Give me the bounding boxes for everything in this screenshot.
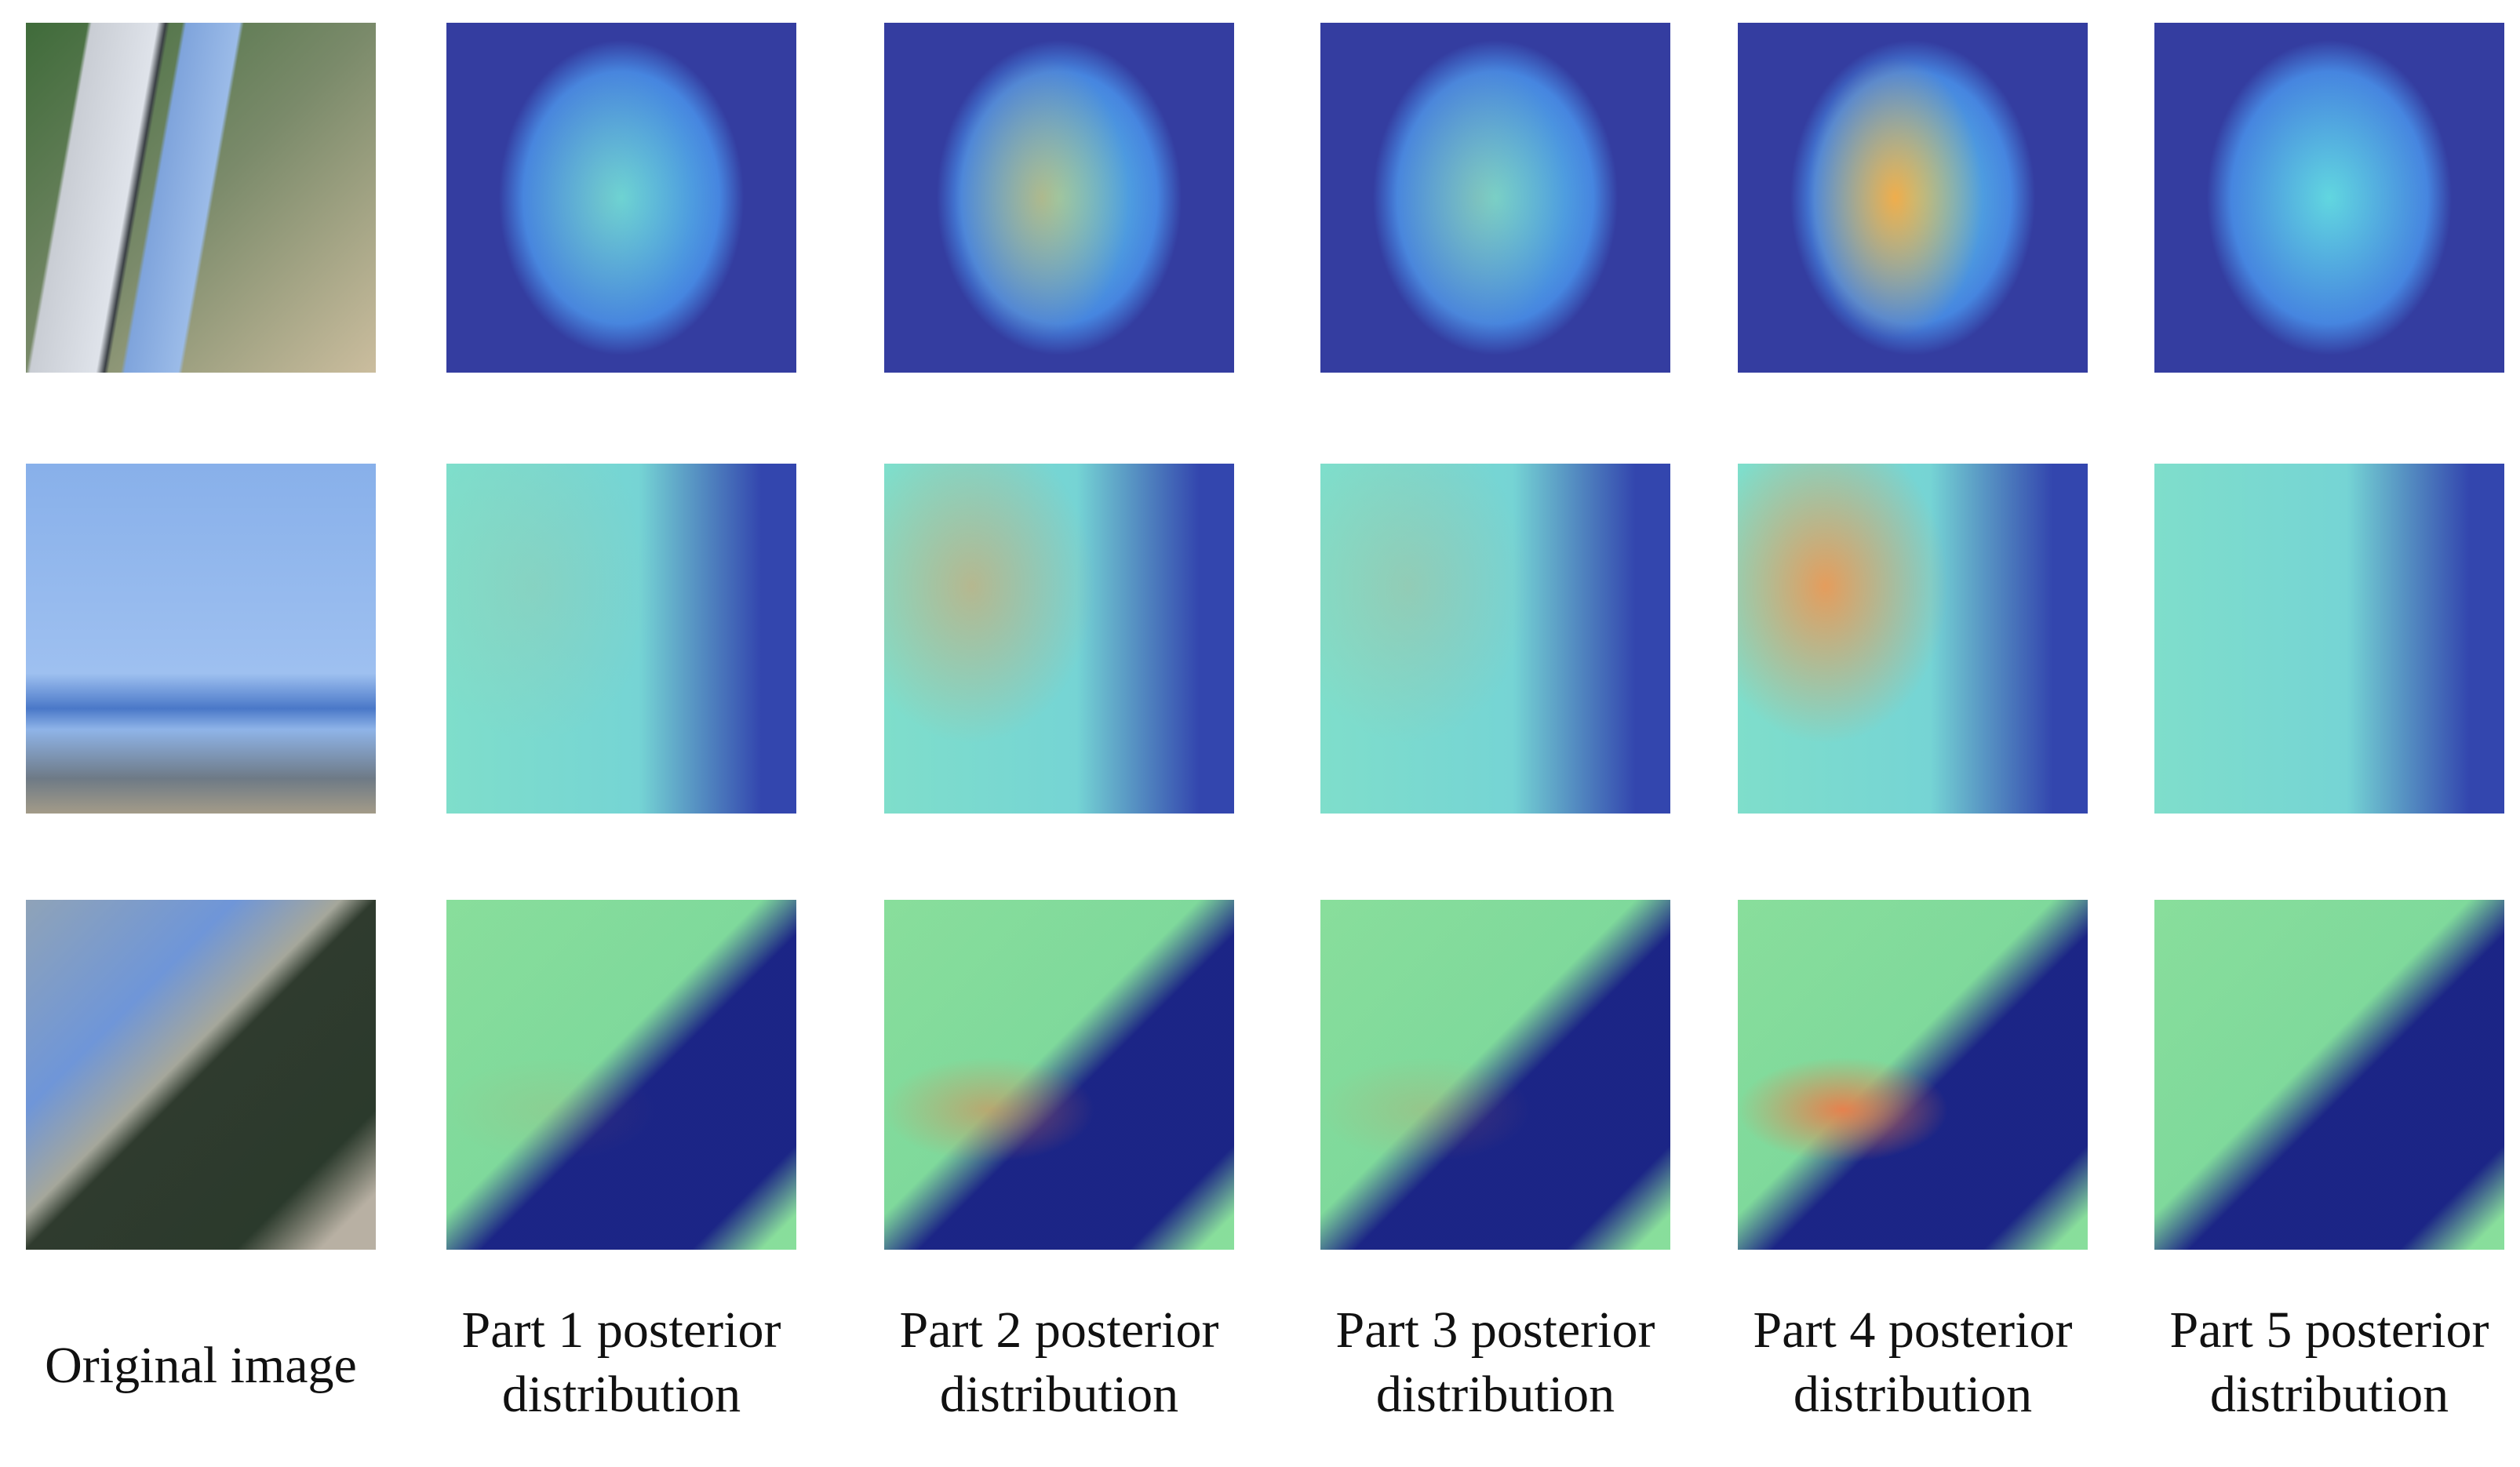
caption-line: Part 3 posterior	[1335, 1301, 1655, 1359]
caption: Part 2 posterior distribution	[839, 1298, 1279, 1427]
caption-line: Part 4 posterior	[1753, 1301, 2073, 1359]
caption-line: distribution	[939, 1366, 1179, 1423]
heatmap-image	[1738, 23, 2088, 373]
caption-line: distribution	[2209, 1366, 2449, 1423]
heatmap-image	[1320, 900, 1670, 1250]
heatmap-image	[2154, 900, 2504, 1250]
heatmap-image	[446, 900, 796, 1250]
caption-line: Part 2 posterior	[899, 1301, 1219, 1359]
caption-line: Part 5 posterior	[2169, 1301, 2489, 1359]
heatmap-image	[2154, 464, 2504, 814]
caption-line: Original image	[45, 1337, 357, 1394]
heatmap-image	[2154, 23, 2504, 373]
heatmap-image	[1738, 464, 2088, 814]
caption: Part 3 posterior distribution	[1276, 1298, 1715, 1427]
heatmap-image	[446, 464, 796, 814]
heatmap-image	[1320, 23, 1670, 373]
original-image	[26, 464, 376, 814]
caption: Part 1 posterior distribution	[402, 1298, 841, 1427]
original-image	[26, 23, 376, 373]
caption-line: distribution	[1375, 1366, 1615, 1423]
caption: Part 5 posterior distribution	[2110, 1298, 2520, 1427]
caption: Part 4 posterior distribution	[1693, 1298, 2132, 1427]
caption: Original image	[0, 1334, 421, 1398]
heatmap-image	[1738, 900, 2088, 1250]
caption-line: distribution	[501, 1366, 741, 1423]
original-image	[26, 900, 376, 1250]
heatmap-image	[884, 900, 1234, 1250]
heatmap-image	[884, 23, 1234, 373]
heatmap-image	[1320, 464, 1670, 814]
caption-line: Part 1 posterior	[461, 1301, 781, 1359]
heatmap-image	[884, 464, 1234, 814]
heatmap-image	[446, 23, 796, 373]
caption-line: distribution	[1793, 1366, 2033, 1423]
